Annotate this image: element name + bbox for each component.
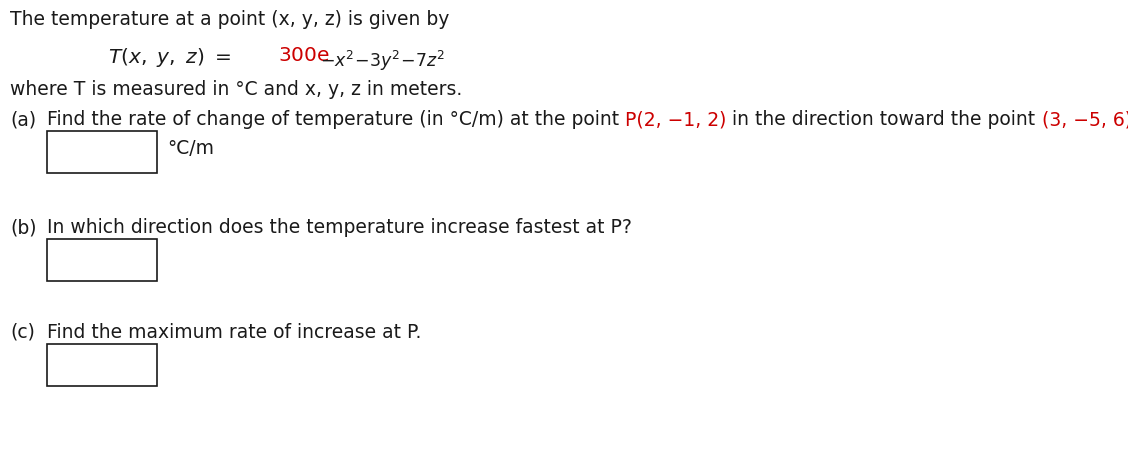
- Text: P(2, −1, 2): P(2, −1, 2): [625, 110, 726, 129]
- Text: where T is measured in °C and x, y, z in meters.: where T is measured in °C and x, y, z in…: [10, 80, 462, 99]
- Text: °C/m: °C/m: [167, 140, 214, 158]
- Text: in the direction toward the point: in the direction toward the point: [726, 110, 1041, 129]
- Text: (c): (c): [10, 323, 35, 342]
- Text: (3, −5, 6): (3, −5, 6): [1041, 110, 1128, 129]
- Text: (b): (b): [10, 218, 36, 237]
- Text: In which direction does the temperature increase fastest at P?: In which direction does the temperature …: [47, 218, 632, 237]
- Text: The temperature at a point (x, y, z) is given by: The temperature at a point (x, y, z) is …: [10, 10, 449, 29]
- Text: Find the maximum rate of increase at P.: Find the maximum rate of increase at P.: [47, 323, 422, 342]
- Bar: [47, 344, 157, 386]
- Text: $T(x,\ y,\ z)\ =\ $: $T(x,\ y,\ z)\ =\ $: [108, 46, 231, 69]
- Text: $-x^2\!-\!3y^2\!-\!7z^2$: $-x^2\!-\!3y^2\!-\!7z^2$: [320, 49, 446, 73]
- Bar: [47, 131, 157, 173]
- Text: (a): (a): [10, 110, 36, 129]
- Text: $\mathdefault{300e}$: $\mathdefault{300e}$: [277, 46, 329, 65]
- Text: Find the rate of change of temperature (in °C/m) at the point: Find the rate of change of temperature (…: [47, 110, 625, 129]
- Bar: [47, 239, 157, 281]
